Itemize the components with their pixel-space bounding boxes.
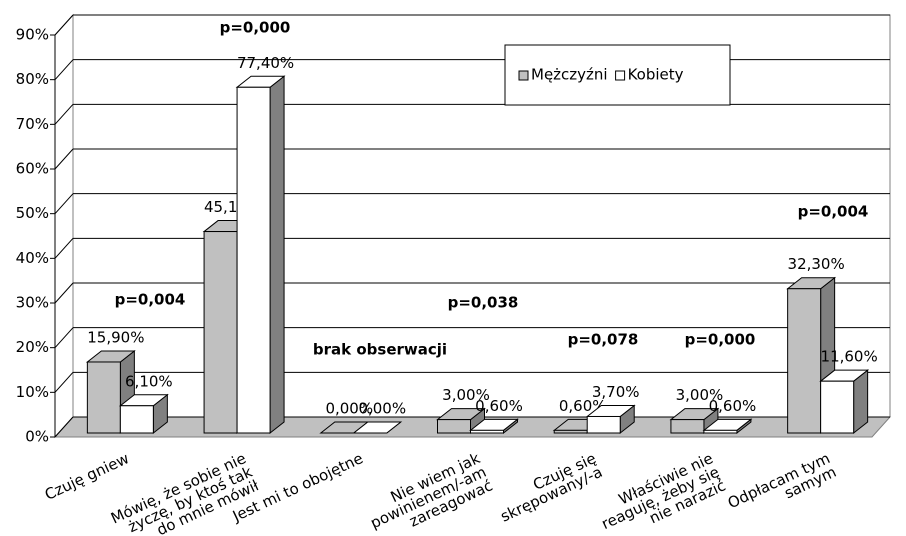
y-tick-label: 60% [16,160,49,178]
bar-front [119,405,154,434]
bar-side [269,75,285,435]
bar [235,75,286,435]
annotation: p=0,000 [220,19,291,37]
grid-line [54,193,74,215]
grid-line [54,237,74,259]
grid-line [54,59,74,81]
y-tick-label: 10% [16,383,49,401]
bar [118,393,169,435]
bar [819,369,870,435]
bar-front [203,231,238,434]
value-label: 32,30% [788,255,845,273]
value-label: 15,90% [87,328,144,346]
y-tick-label: 80% [16,70,49,88]
value-label: 0,00% [358,400,406,418]
bar-front [236,86,271,434]
bar [702,418,753,435]
y-tick-label: 40% [16,249,49,267]
legend-swatch [518,70,529,81]
value-label: 11,60% [821,348,878,366]
value-label: 3,00% [442,386,490,404]
annotation: p=0,004 [798,203,869,221]
grid-line [54,282,74,304]
bar-front [787,288,822,434]
grid-line [54,416,74,438]
bar [585,404,636,435]
bar [436,407,486,435]
bar-front [86,361,121,434]
grid-line [54,327,74,349]
y-tick-label: 50% [16,204,49,222]
grid-line [54,371,74,393]
legend-label: Mężczyźni [531,66,608,84]
bar [669,407,720,435]
bar-front [553,429,588,434]
legend-box [504,44,731,106]
y-tick-label: 30% [16,294,49,312]
left-wall [54,13,74,439]
grid-line [54,14,74,36]
y-tick-label: 0% [25,428,49,446]
bar-top [352,421,403,434]
bar-front [586,415,621,434]
legend-swatch [615,70,626,81]
value-label: 3,00% [676,386,724,404]
legend-label: Kobiety [628,66,684,84]
bar [469,418,519,435]
bar-front [470,429,504,434]
annotation: brak obserwacji [313,341,447,359]
bar [352,421,403,434]
value-label: 3,70% [592,383,640,401]
annotation: p=0,038 [448,294,519,312]
y-tick-label: 20% [16,338,49,356]
bar-front [437,419,471,434]
bar-front [670,419,705,434]
bar-front [820,380,855,434]
annotation: p=0,004 [115,291,186,309]
y-tick-label: 90% [16,26,49,44]
grid-line [54,148,74,170]
bar-front [703,429,738,434]
value-label: 0,60% [709,397,757,415]
grid-line [54,103,74,125]
value-label: 77,40% [237,54,294,72]
value-label: 0,60% [475,397,523,415]
value-label: 6,10% [125,372,173,390]
back-wall [72,14,891,418]
annotation: p=0,000 [685,331,756,349]
y-tick-label: 70% [16,115,49,133]
value-label: 0,00% [325,400,373,418]
annotation: p=0,078 [568,331,639,349]
